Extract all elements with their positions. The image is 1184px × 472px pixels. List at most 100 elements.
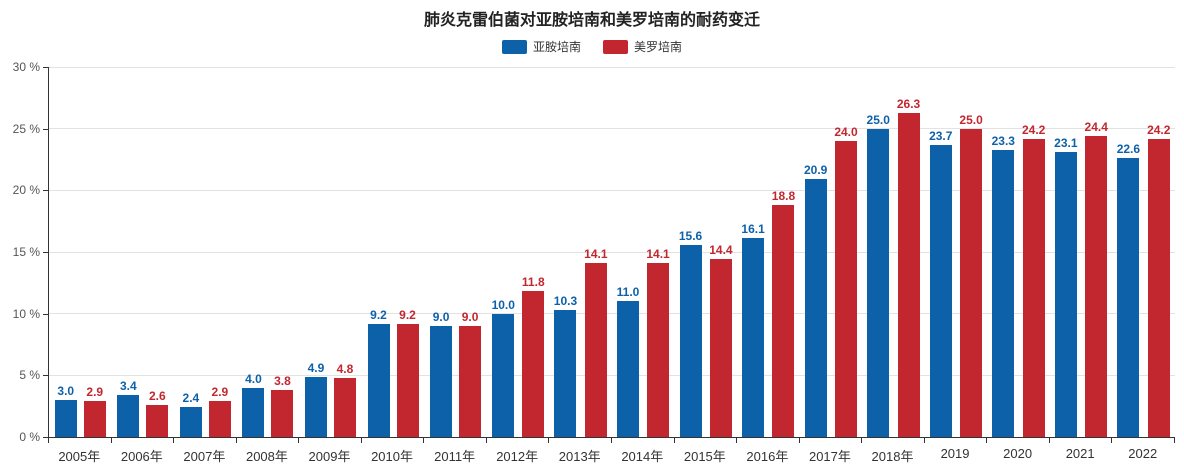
bar-value-label: 9.0	[461, 310, 479, 324]
bar-亚胺培南-2011年	[430, 326, 453, 437]
bar-group-2011年: 9.0 9.0	[424, 67, 487, 437]
x-tick	[360, 438, 362, 443]
legend-item-meropenem[interactable]: 美罗培南	[603, 38, 682, 55]
bar-group-2014年: 11.0 14.1	[612, 67, 675, 437]
x-tick	[48, 438, 49, 443]
x-tick	[798, 438, 800, 443]
bar-col: 22.6	[1117, 67, 1140, 437]
bar-亚胺培南-2005年	[54, 400, 77, 437]
bar-group-2021: 23.1 24.4	[1050, 67, 1113, 437]
bar-美罗培南-2018年	[897, 112, 920, 437]
bar-亚胺培南-2012年	[492, 313, 515, 437]
bar-value-label: 2.9	[86, 385, 104, 400]
bar-美罗培南-2021	[1085, 136, 1108, 437]
bar-value-label: 25.0	[866, 112, 890, 127]
bar-美罗培南-2008年	[271, 390, 294, 437]
bar-value-label: 24.2	[1021, 122, 1046, 137]
bar-col: 18.8	[772, 67, 795, 437]
bar-value-label: 2.4	[182, 391, 200, 406]
y-axis-label: 25 %	[12, 121, 40, 136]
bar-col: 16.1	[741, 67, 765, 437]
bar-value-label: 11.8	[521, 275, 545, 290]
gridline	[49, 374, 1175, 376]
bar-value-label: 14.1	[584, 247, 608, 262]
bar-value-label: 24.4	[1084, 120, 1108, 135]
bar-亚胺培南-2014年	[617, 301, 639, 437]
x-axis-label: 2021	[1065, 446, 1095, 461]
bar-col: 14.4	[709, 67, 733, 437]
x-axis-label: 2020	[1003, 446, 1033, 461]
x-tick	[173, 438, 175, 443]
x-tick	[861, 438, 863, 443]
bar-col: 10.3	[554, 67, 577, 437]
bar-col: 11.0	[616, 67, 640, 437]
bar-col: 25.0	[867, 67, 890, 437]
bar-value-label: 11.0	[616, 285, 640, 300]
bar-value-label: 16.1	[741, 222, 765, 237]
x-tick	[611, 438, 612, 443]
legend-label-imipenem: 亚胺培南	[532, 40, 581, 54]
bar-group-2015年: 15.6 14.4	[674, 67, 737, 437]
bar-group-2006年: 3.4 2.6	[112, 67, 175, 437]
x-tick	[673, 438, 675, 443]
bar-亚胺培南-2010年	[367, 323, 390, 437]
gridline	[49, 189, 1175, 191]
bar-美罗培南-2007年	[208, 401, 231, 437]
bar-col: 9.2	[396, 67, 419, 437]
bar-美罗培南-2006年	[146, 404, 169, 437]
bar-group-2010年: 9.2 9.2	[362, 67, 425, 437]
x-tick	[1174, 438, 1175, 443]
x-axis-label: 2011年	[434, 449, 476, 464]
bar-col: 4.9	[304, 67, 327, 437]
x-axis-label: 2008年	[245, 449, 288, 464]
x-tick	[1048, 438, 1050, 443]
x-tick	[548, 438, 550, 443]
bar-value-label: 3.4	[119, 379, 137, 394]
bar-col: 4.8	[333, 67, 356, 437]
y-axis-label: 10 %	[12, 306, 40, 321]
bar-col: 3.4	[117, 67, 140, 437]
x-tick	[485, 438, 487, 443]
bar-col: 14.1	[646, 67, 670, 437]
bar-col: 11.8	[522, 67, 545, 437]
bar-亚胺培南-2022	[1117, 158, 1140, 437]
gridline	[49, 128, 1175, 130]
bar-col: 26.3	[897, 67, 920, 437]
bar-value-label: 15.6	[678, 228, 703, 243]
bar-value-label: 9.2	[399, 307, 416, 322]
x-axis-label: 2006年	[120, 449, 163, 464]
bar-value-label: 9.2	[370, 307, 387, 322]
x-axis-label: 2005年	[58, 449, 101, 464]
bar-亚胺培南-2015年	[679, 244, 702, 437]
bar-group-2019: 23.7 25.0	[925, 67, 988, 437]
bar-value-label: 20.9	[803, 163, 828, 178]
bar-美罗培南-2013年	[584, 263, 607, 437]
bar-美罗培南-2009年	[333, 377, 356, 437]
legend-item-imipenem[interactable]: 亚胺培南	[501, 38, 581, 55]
bar-美罗培南-2017年	[835, 141, 857, 437]
bar-value-label: 10.3	[553, 293, 578, 308]
bar-col: 23.1	[1054, 67, 1078, 437]
x-axis-label: 2019	[940, 446, 970, 461]
bar-亚胺培南-2007年	[179, 407, 202, 437]
bar-亚胺培南-2013年	[554, 309, 577, 437]
bar-亚胺培南-2008年	[242, 387, 265, 437]
bar-美罗培南-2014年	[647, 263, 670, 437]
bar-美罗培南-2022	[1147, 138, 1170, 437]
bar-亚胺培南-2020	[992, 149, 1015, 437]
bar-group-2013年: 10.3 14.1	[549, 67, 612, 437]
x-tick	[298, 438, 300, 443]
bar-col: 24.4	[1085, 67, 1108, 437]
bar-col: 24.0	[834, 67, 858, 437]
bar-value-label: 4.8	[336, 361, 354, 376]
bar-col: 25.0	[959, 67, 983, 437]
y-tick	[43, 67, 48, 68]
bar-value-label: 14.4	[709, 243, 733, 258]
bar-美罗培南-2010年	[396, 323, 419, 437]
bar-col: 9.0	[430, 67, 453, 437]
bar-value-label: 23.3	[991, 133, 1015, 148]
bar-美罗培南-2015年	[709, 259, 732, 437]
bar-value-label: 18.8	[771, 189, 796, 204]
bar-value-label: 25.0	[959, 112, 983, 127]
legend-swatch-imipenem	[501, 39, 527, 54]
